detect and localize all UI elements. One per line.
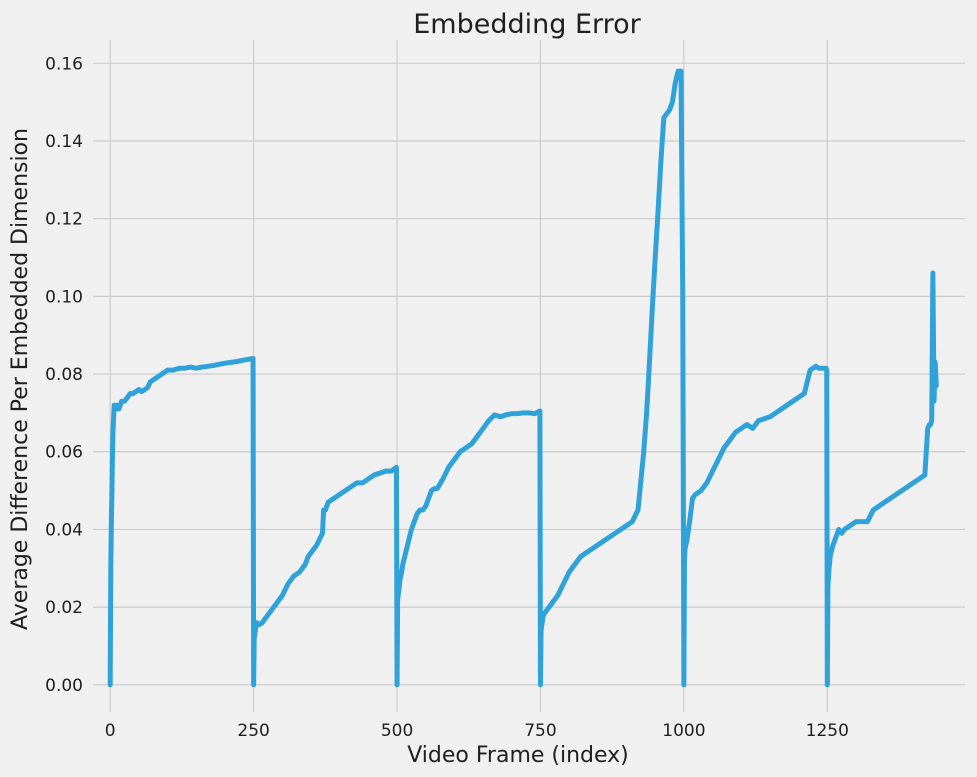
- x-tick-label: 0: [105, 721, 116, 741]
- series-line-1: [107, 68, 939, 688]
- x-tick-labels: 0 250 500 750 1000 1250: [105, 721, 849, 741]
- y-tick-label: 0.14: [45, 132, 83, 152]
- y-axis-label: Average Difference Per Embedded Dimensio…: [8, 128, 33, 630]
- y-tick-label: 0.10: [45, 287, 83, 307]
- x-tick-label: 1250: [806, 721, 849, 741]
- y-tick-label: 0.02: [45, 598, 83, 618]
- x-tick-label: 750: [524, 721, 556, 741]
- x-axis-label: Video Frame (index): [407, 743, 629, 768]
- x-tick-label: 500: [381, 721, 413, 741]
- plot-area: [107, 68, 939, 688]
- y-tick-label: 0.06: [45, 443, 83, 463]
- y-tick-label: 0.00: [45, 676, 83, 696]
- y-tick-label: 0.04: [45, 520, 83, 540]
- y-tick-label: 0.08: [45, 365, 83, 385]
- x-tick-label: 1000: [662, 721, 705, 741]
- y-tick-labels: 0.00 0.02 0.04 0.06 0.08 0.10 0.12 0.14 0.16: [45, 54, 83, 696]
- chart-title: Embedding Error: [413, 9, 641, 40]
- x-tick-label: 250: [237, 721, 269, 741]
- y-gridlines: [93, 62, 965, 686]
- y-tick-label: 0.16: [45, 54, 83, 74]
- y-tick-label: 0.12: [45, 210, 83, 230]
